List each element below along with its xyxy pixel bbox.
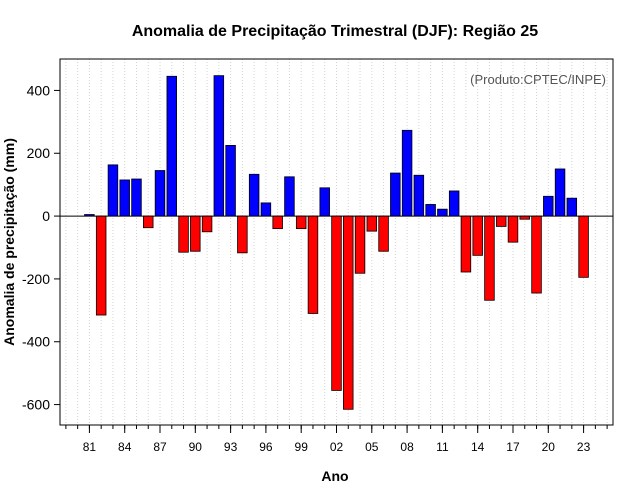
bar-2013 — [460, 215, 472, 273]
x-tick-label: 14 — [471, 440, 485, 454]
bar-1989 — [178, 215, 189, 253]
bar-1983 — [107, 164, 119, 217]
x-tick-label: 96 — [259, 440, 273, 454]
x-axis-label: Ano — [321, 468, 348, 484]
bar-2000 — [307, 215, 319, 314]
y-axis-label: Anomalia de precipitação (mm) — [1, 138, 17, 346]
x-tick-label: 99 — [295, 440, 309, 454]
bar-1998 — [284, 176, 295, 217]
x-tick-label: 93 — [224, 440, 238, 454]
bar-2021 — [554, 168, 566, 217]
bar-2019 — [531, 215, 542, 294]
y-tick-label: 400 — [27, 82, 51, 98]
bar-2023 — [578, 215, 589, 278]
bar-1987 — [154, 170, 166, 217]
bar-1993 — [225, 144, 236, 217]
bar-2002 — [331, 215, 342, 391]
y-tick-label: -400 — [22, 334, 50, 350]
bar-1996 — [260, 202, 272, 217]
bar-1986 — [143, 215, 154, 229]
bar-2015 — [484, 215, 495, 301]
y-tick-label: 200 — [27, 145, 51, 161]
bar-1995 — [248, 173, 260, 217]
chart-title: Anomalia de Precipitação Trimestral (DJF… — [132, 23, 538, 40]
y-axis: -600 -400 -200 0 200 400 — [22, 82, 60, 413]
bar-2022 — [566, 197, 578, 217]
bar-1994 — [237, 215, 248, 254]
y-tick-label: -200 — [22, 271, 50, 287]
x-tick-label: 02 — [330, 440, 344, 454]
x-tick-label: 05 — [365, 440, 379, 454]
bar-1999 — [295, 215, 307, 230]
bar-1997 — [272, 215, 283, 230]
x-tick-label: 90 — [189, 440, 203, 454]
x-tick-label: 84 — [118, 440, 132, 454]
x-tick-label: 08 — [400, 440, 414, 454]
bar-2014 — [472, 215, 483, 256]
bar-2011 — [437, 208, 448, 217]
x-tick-label: 87 — [153, 440, 167, 454]
bar-2016 — [495, 215, 507, 227]
x-tick-label: 11 — [436, 440, 449, 454]
bar-1991 — [201, 215, 213, 233]
bar-1992 — [213, 75, 225, 217]
x-tick-label: 20 — [542, 440, 556, 454]
bar-2005 — [366, 215, 378, 232]
x-tick-label: 81 — [83, 440, 97, 454]
x-tick-label: 17 — [506, 440, 520, 454]
bar-2007 — [390, 172, 401, 217]
bar-2020 — [543, 195, 554, 217]
bar-2017 — [507, 215, 519, 243]
y-tick-label: -600 — [22, 397, 50, 413]
y-tick-label: 0 — [42, 208, 50, 224]
bar-2009 — [413, 174, 425, 217]
bar-2001 — [319, 187, 330, 217]
bar-2012 — [448, 190, 460, 217]
bar-1982 — [95, 215, 107, 316]
bar-2004 — [354, 215, 366, 274]
bar-1985 — [131, 178, 142, 217]
bars — [84, 75, 589, 410]
bar-2008 — [401, 129, 413, 217]
x-axis: 81 84 87 90 93 96 99 02 05 08 11 14 17 20 23 — [65, 425, 608, 454]
bar-2010 — [425, 204, 436, 217]
bar-1990 — [190, 215, 201, 252]
bar-2003 — [343, 215, 354, 410]
bar-1988 — [166, 75, 178, 217]
x-tick-label: 23 — [577, 440, 591, 454]
bar-1984 — [119, 179, 130, 217]
bar-2006 — [378, 215, 389, 252]
credit-text: (Produto:CPTEC/INPE) — [470, 72, 606, 87]
